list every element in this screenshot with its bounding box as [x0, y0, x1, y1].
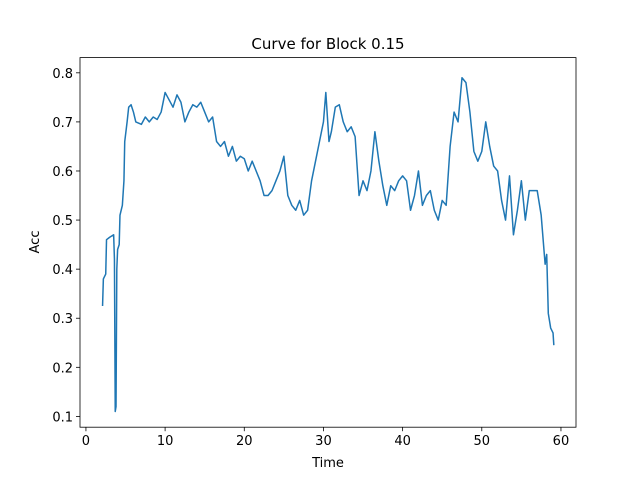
x-axis-label: Time	[311, 456, 344, 471]
x-tick-label: 50	[474, 434, 491, 449]
data-line	[101, 76, 555, 413]
x-tick-label: 30	[315, 434, 332, 449]
y-tick-label: 0.2	[52, 361, 73, 376]
y-tick-label: 0.8	[52, 67, 73, 82]
x-tick-label: 40	[394, 434, 411, 449]
y-tick-label: 0.6	[52, 165, 73, 180]
axes-frame	[79, 57, 577, 428]
y-tick-label: 0.1	[52, 410, 73, 425]
y-tick-label: 0.5	[52, 214, 73, 229]
x-tick-label: 10	[157, 434, 174, 449]
x-tick-label: 60	[553, 434, 570, 449]
y-tick-label: 0.4	[52, 263, 73, 278]
chart-title: Curve for Block 0.15	[251, 35, 404, 53]
y-axis-label: Acc	[28, 231, 43, 254]
y-tick-label: 0.3	[52, 312, 73, 327]
y-tick-label: 0.7	[52, 116, 73, 131]
x-tick-label: 20	[236, 434, 253, 449]
x-tick-label: 0	[82, 434, 90, 449]
